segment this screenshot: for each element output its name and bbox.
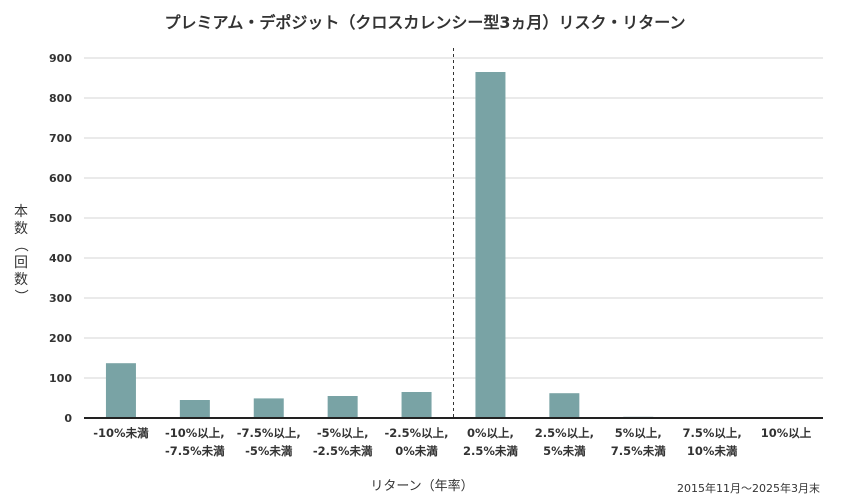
y-axis-title-char: ） — [12, 289, 28, 303]
bar — [179, 400, 210, 418]
x-axis-categories: -10%未満 -10%以上, -7.5%未満 -7.5%以上, -5%未満 -5%以上, -… — [93, 426, 812, 458]
y-tick-label: 300 — [49, 292, 72, 305]
x-tick-label: -10%以上, — [165, 426, 225, 440]
x-tick-label: 5%未満 — [543, 444, 586, 458]
x-tick-label: 0%未満 — [395, 444, 438, 458]
x-tick-label: -10%未満 — [93, 426, 149, 440]
chart-title: プレミアム・デポジット（クロスカレンシー型3ヵ月）リスク・リターン — [165, 13, 686, 32]
y-tick-label: 500 — [49, 212, 72, 225]
x-tick-label: -5%未満 — [245, 444, 293, 458]
bar — [549, 393, 580, 418]
x-tick-label: -7.5%以上, — [237, 426, 301, 440]
y-tick-label: 400 — [49, 252, 72, 265]
x-tick-label: 5%以上, — [615, 426, 662, 440]
y-tick-label: 100 — [49, 372, 72, 385]
x-tick-label: 7.5%以上, — [683, 426, 742, 440]
x-tick-label: 10%未満 — [687, 444, 738, 458]
y-axis-title-char: 回 — [14, 255, 28, 271]
y-tick-label: 800 — [49, 92, 72, 105]
x-tick-label: 2.5%未満 — [463, 444, 518, 458]
y-axis-title-char: 数 — [14, 221, 28, 237]
y-tick-label: 900 — [49, 52, 72, 65]
x-tick-label: 0%以上, — [467, 426, 514, 440]
y-axis-title: 本数（回数） — [12, 204, 28, 303]
x-tick-label: -2.5%未満 — [313, 444, 373, 458]
x-axis-title: リターン（年率） — [370, 478, 473, 494]
x-tick-label: 2.5%以上, — [535, 426, 594, 440]
bar — [327, 396, 358, 418]
bar — [401, 392, 432, 418]
y-tick-label: 0 — [64, 412, 72, 425]
y-tick-label: 700 — [49, 132, 72, 145]
x-tick-label: -5%以上, — [317, 426, 369, 440]
y-axis-title-char: 本 — [14, 204, 28, 220]
y-tick-label: 600 — [49, 172, 72, 185]
y-axis-ticks: 0 100 200 300 400 500 600 700 800 900 — [49, 52, 72, 425]
bar — [105, 363, 136, 418]
x-tick-label: -2.5%以上, — [385, 426, 449, 440]
bar — [475, 72, 506, 418]
y-axis-title-char: 数 — [14, 272, 28, 288]
date-range-note: 2015年11月〜2025年3月末 — [677, 481, 820, 495]
bar — [253, 398, 284, 418]
x-tick-label: 7.5%未満 — [611, 444, 666, 458]
x-tick-label: -7.5%未満 — [165, 444, 225, 458]
y-axis-title-char: （ — [12, 238, 28, 252]
bars — [105, 72, 654, 418]
y-tick-label: 200 — [49, 332, 72, 345]
x-tick-label: 10%以上 — [761, 426, 812, 440]
